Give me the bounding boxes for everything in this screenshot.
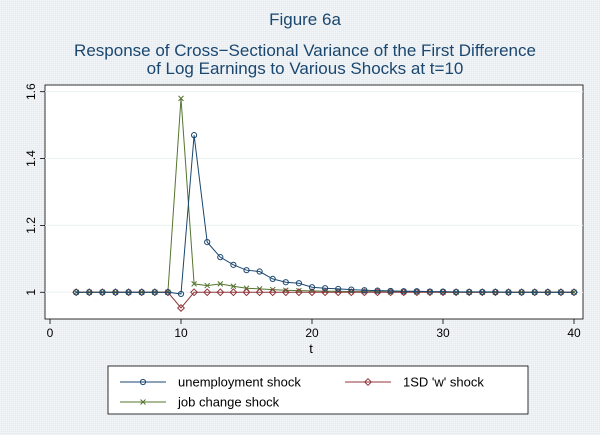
data-point <box>138 289 145 296</box>
data-point <box>243 285 250 292</box>
legend-entry-1: 1SD 'w' shock <box>345 375 484 390</box>
legend-swatch-marker <box>140 399 146 405</box>
data-point <box>112 289 119 296</box>
data-point <box>282 279 289 286</box>
data-point <box>492 288 499 296</box>
data-point <box>190 288 199 297</box>
y-tick-label: 1.2 <box>24 217 38 234</box>
series-0 <box>73 132 578 298</box>
y-axis: 1 1.2 1.4 1.6 <box>24 83 45 296</box>
data-point <box>400 288 407 295</box>
data-point <box>466 288 473 296</box>
chart-title-line-2: Response of Cross−Sectional Variance of … <box>74 41 536 60</box>
data-point <box>125 289 132 296</box>
data-point <box>217 281 224 287</box>
data-point <box>230 261 237 268</box>
legend-label: 1SD 'w' shock <box>403 375 484 390</box>
chart-title-line-1: Figure 6a <box>269 10 341 29</box>
data-point <box>216 288 225 297</box>
data-point <box>151 289 158 296</box>
data-point <box>177 290 185 298</box>
data-point <box>203 288 212 297</box>
x-tick-label: 0 <box>47 326 54 340</box>
y-tick-label: 1.6 <box>24 83 38 100</box>
data-point <box>86 289 93 296</box>
data-point <box>294 288 303 297</box>
data-point <box>505 289 512 296</box>
data-point <box>321 288 330 297</box>
legend: unemployment shock 1SD 'w' shock job chang… <box>120 375 484 410</box>
legend-entry-2: job change shock <box>120 395 280 410</box>
data-point <box>361 287 368 294</box>
legend-box <box>107 365 529 415</box>
data-point <box>439 288 447 295</box>
x-tick-label: 20 <box>305 326 319 340</box>
data-point <box>335 285 342 293</box>
x-axis: 0 10 20 30 40 <box>47 319 581 340</box>
data-point <box>426 288 433 295</box>
series-layer <box>72 95 579 312</box>
data-point <box>204 282 211 289</box>
data-point <box>307 288 317 297</box>
data-point <box>204 239 211 246</box>
x-tick-label: 10 <box>174 326 188 340</box>
data-point <box>295 280 302 287</box>
data-point <box>268 288 277 297</box>
data-point <box>518 289 525 296</box>
legend-swatch-marker <box>363 377 373 387</box>
data-point <box>176 303 186 312</box>
data-point <box>230 283 237 290</box>
data-point <box>570 289 578 296</box>
data-point <box>479 288 486 296</box>
x-axis-label: t <box>309 341 313 356</box>
data-point <box>322 285 329 292</box>
data-point <box>557 289 565 296</box>
legend-entry-0: unemployment shock <box>120 375 301 390</box>
y-tick-label: 1 <box>24 289 38 296</box>
data-point <box>269 275 276 282</box>
chart-title-line-3: of Log Earnings to Various Shocks at t=1… <box>147 59 464 78</box>
x-tick-label: 30 <box>436 326 450 340</box>
legend-label: unemployment shock <box>178 375 301 390</box>
data-point <box>387 287 394 295</box>
series-line <box>76 135 574 295</box>
data-point <box>544 289 551 296</box>
data-point <box>178 95 184 102</box>
legend-label: job change shock <box>177 395 280 410</box>
data-point <box>308 284 316 291</box>
data-point <box>99 289 106 296</box>
data-point <box>334 288 343 297</box>
data-point <box>243 267 250 274</box>
legend-swatch-marker <box>139 378 147 386</box>
data-point <box>374 287 381 294</box>
x-tick-label: 40 <box>567 326 581 340</box>
data-point <box>191 281 197 287</box>
data-point <box>229 288 238 297</box>
plot-area <box>44 84 584 320</box>
data-point <box>281 288 290 297</box>
data-point <box>531 289 538 296</box>
data-point <box>413 288 420 295</box>
data-point <box>348 286 355 293</box>
data-point <box>453 288 460 296</box>
data-point <box>242 288 251 297</box>
data-point <box>191 132 198 139</box>
data-point <box>256 268 263 275</box>
data-point <box>73 289 80 296</box>
data-point <box>164 289 171 296</box>
y-tick-label: 1.4 <box>24 150 38 167</box>
data-point <box>217 254 224 261</box>
data-point <box>255 288 264 297</box>
